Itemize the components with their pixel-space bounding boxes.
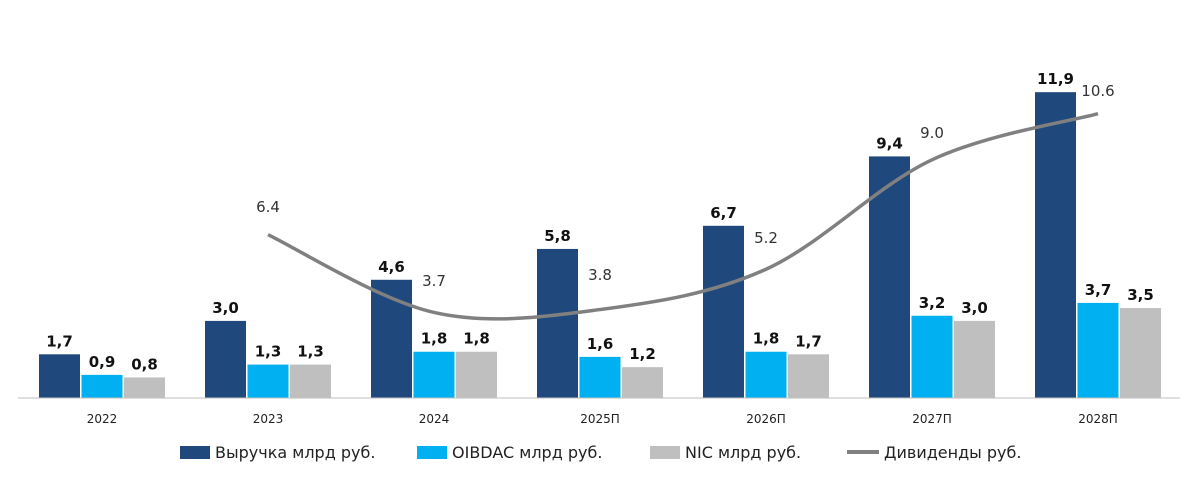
x-tick-label: 2026П (746, 412, 786, 426)
x-tick-label: 2022 (87, 412, 118, 426)
dividend-label-2026П: 5.2 (754, 229, 778, 247)
dividend-label-2023: 6.4 (256, 198, 280, 216)
x-ticks-layer: 2022 2023 2024 2025П 2026П 2027П 2028П (87, 412, 1118, 426)
bar-oibdac-2024 (413, 351, 455, 398)
bar-nic-2023 (290, 364, 331, 398)
bar-label-oibdac-2023: 1,3 (255, 343, 282, 361)
bar-nic-2025П (622, 367, 663, 398)
bar-label-oibdac-2024: 1,8 (421, 330, 448, 348)
legend-oibdac-label: OIBDAC млрд руб. (452, 443, 602, 462)
bar-oibdac-2028П (1077, 302, 1119, 398)
bar-label-nic-2026П: 1,7 (795, 332, 822, 350)
bar-label-nic-2024: 1,8 (463, 330, 490, 348)
bar-label-nic-2025П: 1,2 (629, 345, 656, 363)
dividend-label-2024: 3.7 (422, 272, 446, 290)
bar-revenue-2025П (537, 248, 578, 398)
labels-layer: 1,7 0,9 0,8 3,0 1,3 1,3 4,6 1,8 1,8 5,8 1,6 1,2 6,7 1… (46, 70, 1154, 373)
x-tick-label: 2023 (253, 412, 284, 426)
legend-nic-label: NIC млрд руб. (685, 443, 801, 462)
bars-layer (39, 92, 1161, 399)
bar-label-revenue-2024: 4,6 (378, 258, 405, 276)
x-tick-label: 2027П (912, 412, 952, 426)
bar-label-revenue-2027П: 9,4 (876, 134, 903, 152)
bar-label-nic-2027П: 3,0 (961, 299, 988, 317)
bar-nic-2022 (124, 377, 165, 398)
bar-oibdac-2023 (247, 364, 289, 398)
bar-nic-2028П (1120, 308, 1161, 398)
bar-label-nic-2022: 0,8 (131, 355, 158, 373)
legend-dividends-label: Дивиденды руб. (884, 443, 1021, 462)
bar-oibdac-2022 (81, 374, 123, 398)
legend-revenue-label: Выручка млрд руб. (215, 443, 375, 462)
legend-revenue-swatch (180, 446, 210, 459)
bar-oibdac-2025П (579, 356, 621, 398)
bar-revenue-2028П (1035, 92, 1076, 399)
bar-label-oibdac-2026П: 1,8 (753, 330, 780, 348)
bar-label-oibdac-2025П: 1,6 (587, 335, 614, 353)
dividend-label-2025П: 3.8 (588, 266, 612, 284)
legend-oibdac-swatch (417, 446, 447, 459)
x-tick-label: 2025П (580, 412, 620, 426)
bar-label-nic-2023: 1,3 (297, 343, 324, 361)
bar-oibdac-2027П (911, 315, 953, 398)
bar-nic-2026П (788, 354, 829, 398)
bar-label-revenue-2022: 1,7 (46, 332, 73, 350)
bar-label-nic-2028П: 3,5 (1127, 286, 1154, 304)
bar-revenue-2026П (703, 225, 744, 398)
dividends-line (267, 112, 1099, 321)
x-tick-label: 2024 (419, 412, 450, 426)
dividend-label-2028П: 10.6 (1081, 82, 1114, 100)
bar-label-revenue-2023: 3,0 (212, 299, 239, 317)
legend: Выручка млрд руб. OIBDAC млрд руб. NIC млр… (180, 443, 1021, 462)
dividend-label-2027П: 9.0 (920, 124, 944, 142)
x-tick-label: 2028П (1078, 412, 1118, 426)
bar-revenue-2022 (39, 354, 80, 398)
bar-label-revenue-2028П: 11,9 (1037, 70, 1074, 88)
bar-label-revenue-2026П: 6,7 (710, 204, 737, 222)
bar-revenue-2023 (205, 320, 246, 398)
bar-revenue-2027П (869, 156, 910, 398)
bar-label-oibdac-2022: 0,9 (89, 353, 116, 371)
bar-oibdac-2026П (745, 351, 787, 398)
bar-nic-2027П (954, 320, 995, 398)
bar-label-revenue-2025П: 5,8 (544, 227, 571, 245)
bar-label-oibdac-2027П: 3,2 (919, 294, 946, 312)
bar-nic-2024 (456, 351, 497, 398)
legend-nic-swatch (650, 446, 680, 459)
bar-label-oibdac-2028П: 3,7 (1085, 281, 1112, 299)
